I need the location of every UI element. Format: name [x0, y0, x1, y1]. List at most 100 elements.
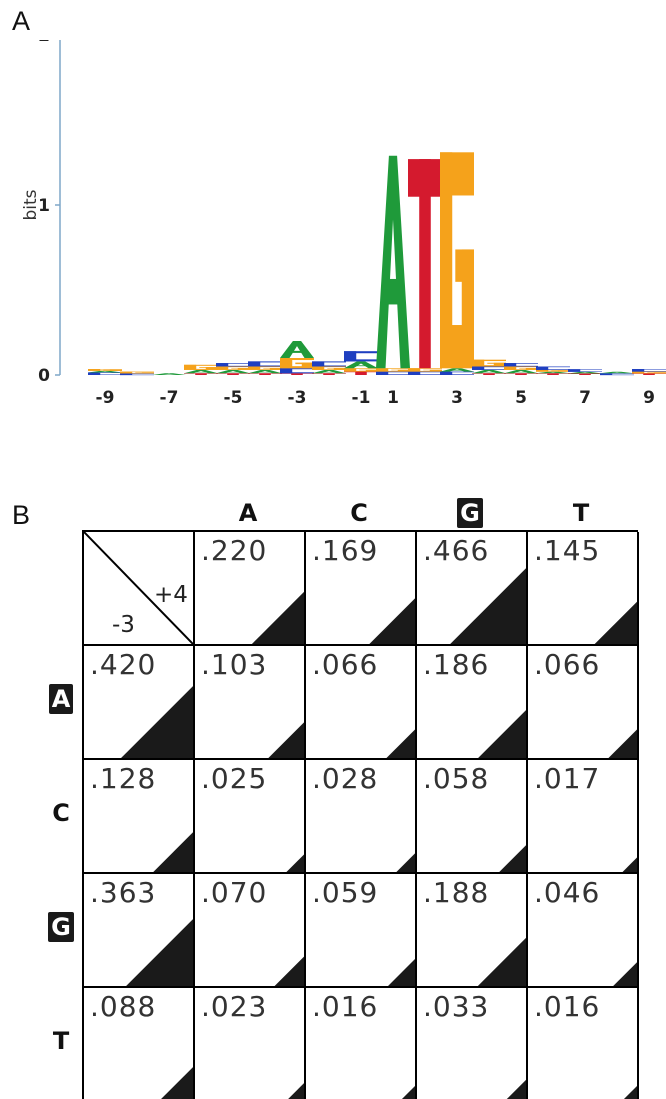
logo-letter-a	[504, 369, 538, 374]
x-tick-label: 9	[643, 388, 655, 408]
dinucleotide-matrix: +4 -3 .220 .169 .466 .145 .420 .103 .066 .186 .066…	[82, 530, 639, 1099]
logo-letter-t	[280, 373, 314, 375]
frequency-triangle	[594, 601, 637, 644]
row-total-cell: .088	[84, 988, 195, 1099]
pair-frequency-cell: .186	[417, 646, 528, 760]
logo-letter-c	[248, 361, 282, 367]
base-letter: A	[238, 499, 258, 527]
frequency-triangle-shape	[286, 854, 304, 872]
frequency-triangle-shape	[396, 853, 415, 872]
corner-row-position: -3	[112, 612, 135, 638]
base-letter: G	[457, 498, 483, 528]
logo-letter-t	[248, 373, 282, 375]
logo-letter-a	[376, 155, 410, 369]
frequency-triangle	[401, 1085, 415, 1099]
logo-letter-t	[504, 373, 538, 375]
panel-a-label: A	[12, 6, 31, 36]
logo-letter-a	[344, 361, 378, 369]
frequency-triangle-shape	[386, 729, 415, 758]
pair-frequency-cell: .017	[528, 760, 639, 874]
column-header-a: A	[193, 496, 303, 530]
frequency-triangle	[623, 1085, 637, 1099]
logo-letter-a	[600, 371, 634, 374]
row-total-cell: .363	[84, 874, 195, 988]
pair-frequency-cell: .066	[528, 646, 639, 760]
y-tick-label: 0	[38, 366, 50, 386]
frequency-triangle-shape	[450, 568, 526, 644]
frequency-triangle-shape	[594, 601, 637, 644]
logo-letter-t	[344, 371, 378, 375]
logo-letter-c	[216, 363, 250, 367]
logo-letter-t	[216, 373, 250, 375]
frequency-triangle-shape	[153, 832, 193, 872]
logo-letter-a	[568, 371, 602, 374]
frequency-value: .017	[534, 762, 601, 795]
logo-letter-c	[408, 371, 442, 375]
frequency-triangle-shape	[613, 962, 637, 986]
frequency-value: .420	[90, 648, 157, 681]
x-tick-label: -3	[288, 388, 307, 408]
frequency-triangle-shape	[499, 845, 526, 872]
frequency-triangle	[121, 686, 193, 758]
row-header-t: T	[46, 986, 76, 1096]
logo-letter-g	[312, 366, 346, 370]
frequency-triangle	[126, 919, 193, 986]
panel-b-label: B	[12, 500, 31, 530]
x-tick-label: -9	[96, 388, 115, 408]
frequency-value: .066	[534, 648, 601, 681]
frequency-value: .188	[423, 876, 490, 909]
logo-letter-a	[440, 368, 474, 372]
x-tick-label: 5	[515, 388, 527, 408]
frequency-triangle-shape	[369, 598, 415, 644]
logo-letter-c	[504, 363, 538, 367]
logo-letter-g	[120, 371, 154, 374]
logo-letter-t	[184, 373, 218, 375]
frequency-triangle	[286, 854, 304, 872]
frequency-value: .028	[312, 762, 379, 795]
column-header-t: T	[526, 496, 636, 530]
y-tick-label: 2	[38, 40, 50, 46]
pair-frequency-cell: .070	[195, 874, 306, 988]
pair-frequency-cell: .033	[417, 988, 528, 1099]
frequency-value: .066	[312, 648, 379, 681]
frequency-triangle-shape	[506, 1079, 526, 1099]
corner-diagonal-line	[84, 532, 193, 644]
logo-letter-a	[472, 369, 506, 374]
column-total-cell: .169	[306, 532, 417, 646]
frequency-triangle-shape	[288, 1083, 304, 1099]
frequency-value: .025	[201, 762, 268, 795]
frequency-triangle	[477, 937, 526, 986]
frequency-triangle	[396, 853, 415, 872]
logo-letter-a	[216, 369, 250, 374]
frequency-value: .220	[201, 534, 268, 567]
frequency-triangle-shape	[608, 729, 637, 758]
x-tick-label: -5	[224, 388, 243, 408]
frequency-value: .128	[90, 762, 157, 795]
base-letter: T	[572, 499, 590, 527]
pair-frequency-cell: .023	[195, 988, 306, 1099]
base-letter: C	[350, 499, 368, 527]
logo-letter-c	[632, 369, 666, 372]
frequency-triangle	[268, 722, 304, 758]
frequency-triangle-shape	[623, 1085, 637, 1099]
frequency-triangle	[613, 962, 637, 986]
frequency-value: .088	[90, 990, 157, 1023]
logo-letter-c	[120, 373, 154, 376]
logo-letter-c	[600, 373, 634, 376]
frequency-triangle	[450, 568, 526, 644]
x-tick-label: -7	[160, 388, 179, 408]
row-total-cell: .420	[84, 646, 195, 760]
row-header-a: A	[46, 644, 76, 754]
pair-frequency-cell: .059	[306, 874, 417, 988]
pair-frequency-cell: .016	[306, 988, 417, 1099]
logo-letter-t	[536, 373, 570, 375]
corner-cell: +4 -3	[84, 532, 195, 646]
logo-letter-a	[184, 369, 218, 374]
frequency-triangle-shape	[251, 591, 304, 644]
logo-letter-g	[216, 366, 250, 370]
logo-letter-a	[536, 371, 570, 374]
pair-frequency-cell: .028	[306, 760, 417, 874]
frequency-triangle	[251, 591, 304, 644]
frequency-triangle	[622, 857, 637, 872]
frequency-triangle	[499, 845, 526, 872]
